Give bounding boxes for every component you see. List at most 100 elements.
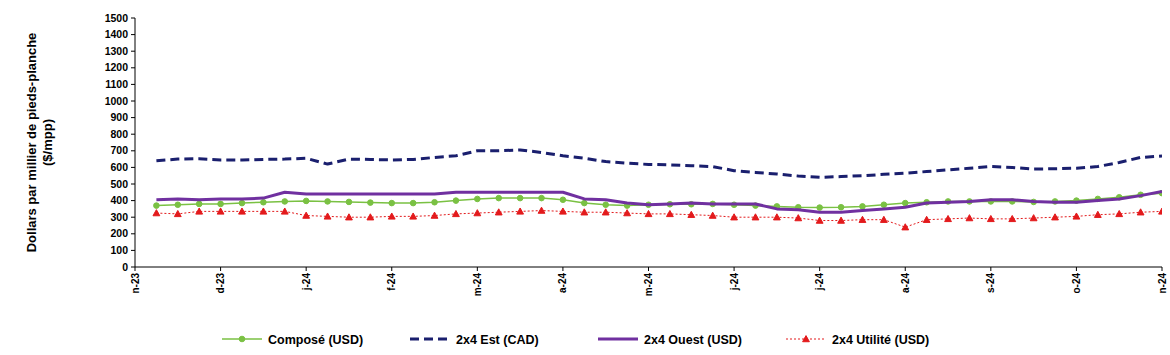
- legend-swatch: [598, 338, 638, 341]
- y-tick: [131, 34, 135, 35]
- x-tick: [1162, 267, 1163, 271]
- y-tick: [131, 67, 135, 68]
- x-tick-label: a-24: [900, 273, 911, 293]
- y-tick-label: 1500: [105, 12, 129, 24]
- point: [495, 209, 502, 215]
- point: [303, 212, 310, 218]
- y-axis-label: ($/mpp): [40, 119, 55, 166]
- y-tick-label: 800: [110, 128, 128, 140]
- y-tick-label: 900: [110, 111, 128, 123]
- y-axis-label: Dollars par millier de pieds-planche: [24, 33, 39, 253]
- x-tick-label: a-24: [557, 273, 568, 293]
- point: [324, 213, 331, 219]
- y-tick-label: 1100: [105, 78, 128, 90]
- series-group: [153, 150, 1162, 230]
- point: [1159, 208, 1162, 214]
- point: [261, 199, 267, 205]
- x-tick: [306, 267, 307, 271]
- point: [560, 197, 566, 203]
- point: [1030, 215, 1037, 221]
- y-tick-label: 300: [110, 211, 128, 223]
- point: [260, 208, 267, 214]
- y-tick-label: 400: [110, 194, 128, 206]
- y-tick: [131, 84, 135, 85]
- point: [923, 216, 930, 222]
- y-tick-label: 700: [110, 144, 128, 156]
- x-tick-label: j-24: [301, 273, 312, 292]
- y-tick: [131, 233, 135, 234]
- point: [453, 210, 460, 216]
- y-tick: [131, 18, 135, 19]
- point: [752, 214, 759, 220]
- point: [410, 200, 416, 206]
- y-tick-label: 200: [110, 227, 128, 239]
- y-tick-label: 600: [110, 161, 128, 173]
- point: [795, 215, 802, 221]
- series-line: [156, 211, 1162, 228]
- point: [174, 210, 181, 216]
- point: [945, 215, 952, 221]
- point: [624, 210, 631, 216]
- point: [817, 205, 823, 211]
- y-tick-label: 1300: [105, 45, 129, 57]
- point: [666, 210, 673, 216]
- legend-label: Composé (USD): [268, 333, 363, 347]
- legend-swatch: [410, 338, 450, 341]
- point: [1009, 215, 1016, 221]
- point: [539, 195, 545, 201]
- x-tick-label: n-23: [130, 273, 141, 294]
- y-tick: [131, 101, 135, 102]
- point: [881, 202, 887, 208]
- legend-marker: [239, 336, 245, 342]
- y-axis: [135, 18, 136, 267]
- x-tick-label: m-24: [643, 273, 654, 297]
- point: [1052, 214, 1059, 220]
- y-tick: [131, 184, 135, 185]
- point: [346, 199, 352, 205]
- x-tick: [562, 267, 563, 271]
- series-line: [156, 191, 1162, 212]
- point: [902, 200, 908, 206]
- point: [239, 200, 245, 206]
- point: [560, 208, 567, 214]
- y-tick: [131, 134, 135, 135]
- x-tick: [1076, 267, 1077, 271]
- point: [1073, 213, 1080, 219]
- x-tick: [734, 267, 735, 271]
- legend-label: 2x4 Ouest (USD): [644, 333, 742, 347]
- point: [1094, 211, 1101, 217]
- x-tick-label: d-23: [215, 273, 226, 294]
- point: [838, 204, 844, 210]
- x-tick-label: j-24: [814, 273, 825, 292]
- x-tick: [819, 267, 820, 271]
- y-tick-label: 100: [110, 244, 128, 256]
- point: [388, 213, 395, 219]
- y-tick: [131, 200, 135, 201]
- point: [475, 196, 481, 202]
- x-tick: [648, 267, 649, 271]
- y-tick: [131, 217, 135, 218]
- point: [602, 209, 609, 215]
- point: [154, 203, 160, 209]
- y-tick: [131, 167, 135, 168]
- point: [325, 199, 331, 205]
- x-tick-label: o-24: [1071, 273, 1082, 294]
- point: [303, 198, 309, 204]
- point: [1116, 210, 1123, 216]
- point: [816, 217, 823, 223]
- point: [773, 214, 780, 220]
- y-tick: [131, 267, 135, 268]
- point: [688, 211, 695, 217]
- point: [474, 210, 481, 216]
- point: [880, 216, 887, 222]
- point: [645, 210, 652, 216]
- x-tick-label: m-24: [472, 273, 483, 297]
- x-tick: [391, 267, 392, 271]
- x-tick-label: s-24: [985, 273, 996, 293]
- y-tick-label: 500: [110, 178, 128, 190]
- point: [282, 199, 288, 205]
- point: [346, 214, 353, 220]
- point: [860, 204, 866, 210]
- point: [217, 208, 224, 214]
- point: [389, 200, 395, 206]
